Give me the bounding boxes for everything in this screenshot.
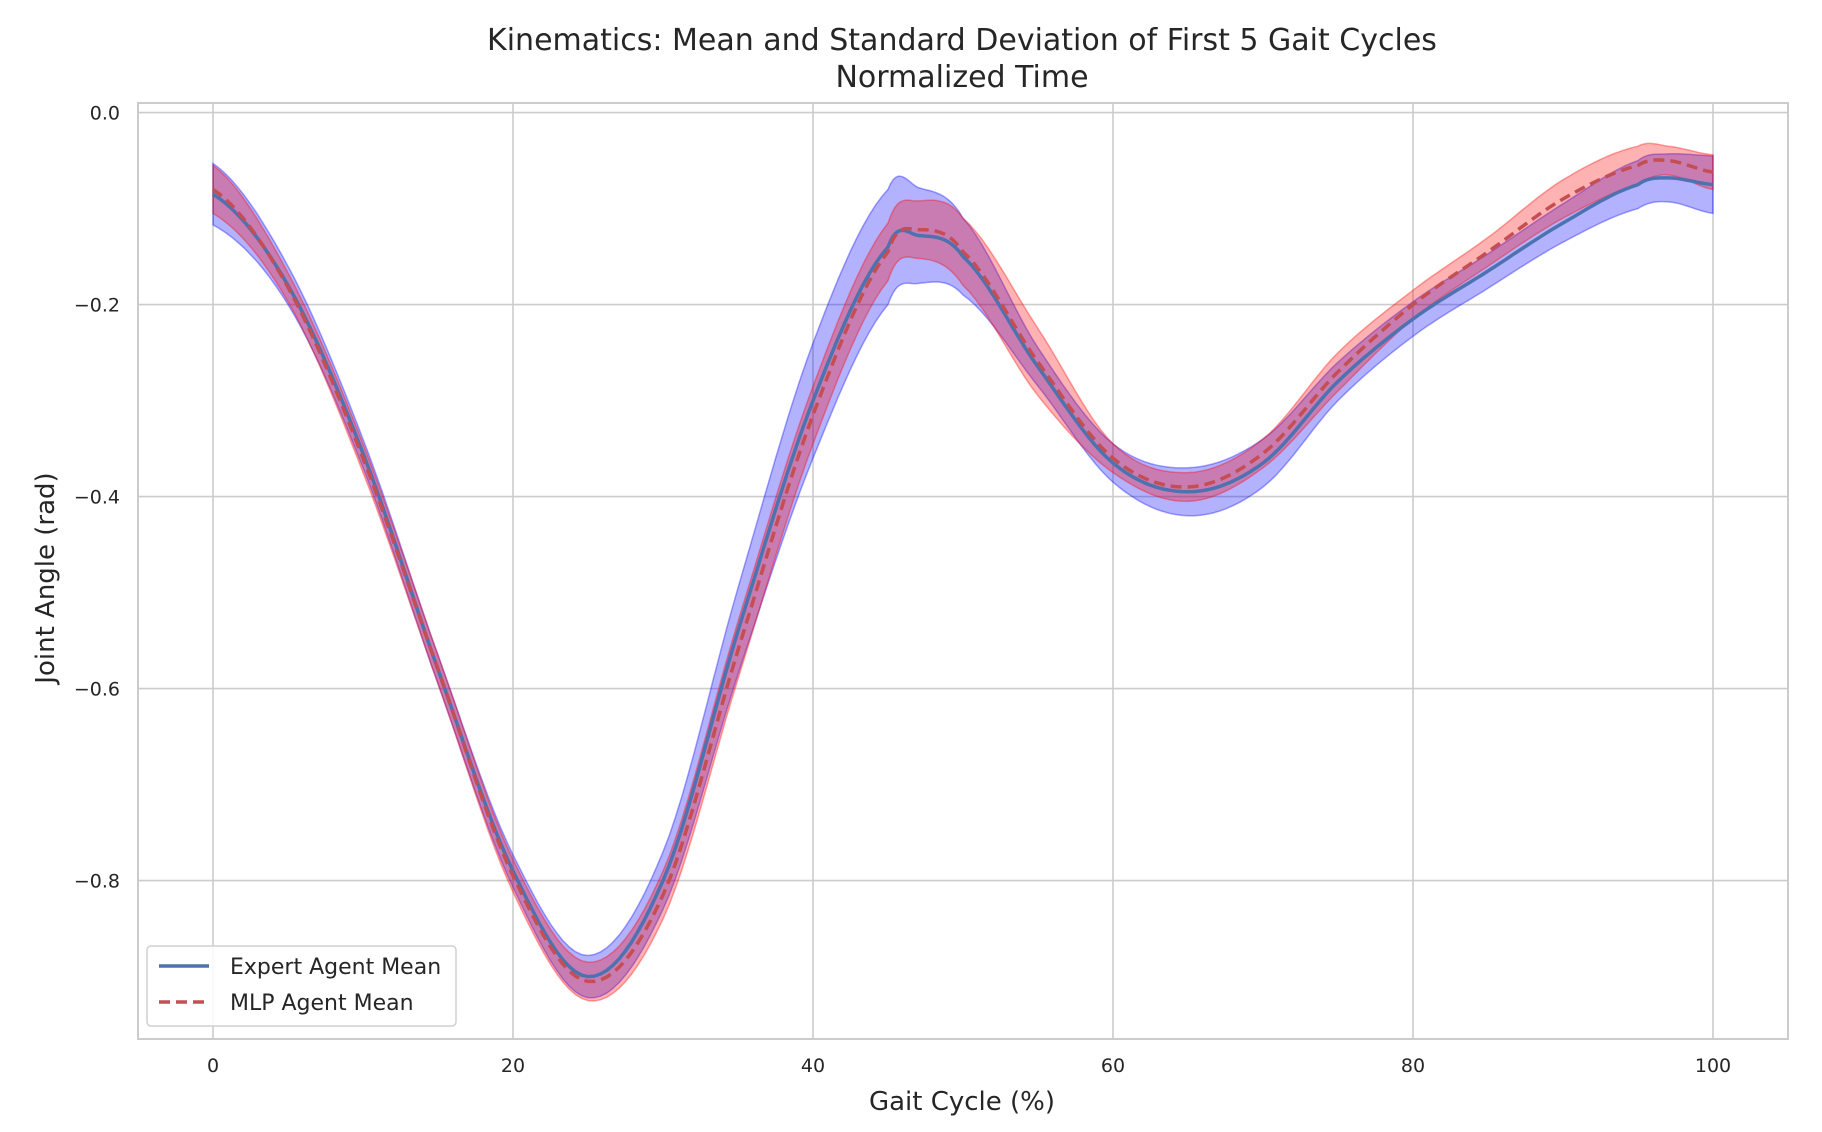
chart-title: Kinematics: Mean and Standard Deviation … — [487, 23, 1437, 58]
x-tick-label: 100 — [1695, 1055, 1731, 1077]
std-band-mlp — [212, 142, 1714, 1002]
chart-subtitle: Normalized Time — [835, 60, 1088, 95]
std-band-expert — [212, 152, 1714, 999]
std-bands — [212, 142, 1714, 1002]
legend-label-mlp: MLP Agent Mean — [230, 991, 414, 1016]
legend-box — [146, 945, 457, 1027]
x-tick-label: 40 — [801, 1055, 825, 1077]
x-tick-label: 80 — [1401, 1055, 1425, 1077]
legend: Expert Agent Mean MLP Agent Mean — [146, 945, 457, 1027]
grid-lines — [138, 103, 1788, 1039]
y-tick-label: 0.0 — [90, 103, 120, 125]
x-tick-label: 20 — [501, 1055, 525, 1077]
x-tick-label: 60 — [1101, 1055, 1125, 1077]
mean-line-mlp — [211, 158, 1714, 984]
y-tick-label: −0.2 — [74, 295, 120, 317]
mean-lines — [211, 158, 1714, 984]
plot-frame — [137, 102, 1789, 1040]
x-tick-label: 0 — [207, 1055, 219, 1077]
y-tick-label: −0.6 — [74, 679, 120, 701]
y-axis-ticks: 0.0 −0.2 −0.4 −0.6 −0.8 — [74, 103, 120, 893]
y-axis-label: Joint Angle (rad) — [31, 472, 61, 685]
x-axis-label: Gait Cycle (%) — [869, 1087, 1055, 1117]
x-axis-ticks: 0 20 40 60 80 100 — [207, 1055, 1731, 1077]
y-tick-label: −0.4 — [74, 487, 120, 509]
mean-line-expert — [212, 176, 1714, 979]
y-tick-label: −0.8 — [74, 871, 120, 893]
legend-label-expert: Expert Agent Mean — [230, 955, 441, 980]
